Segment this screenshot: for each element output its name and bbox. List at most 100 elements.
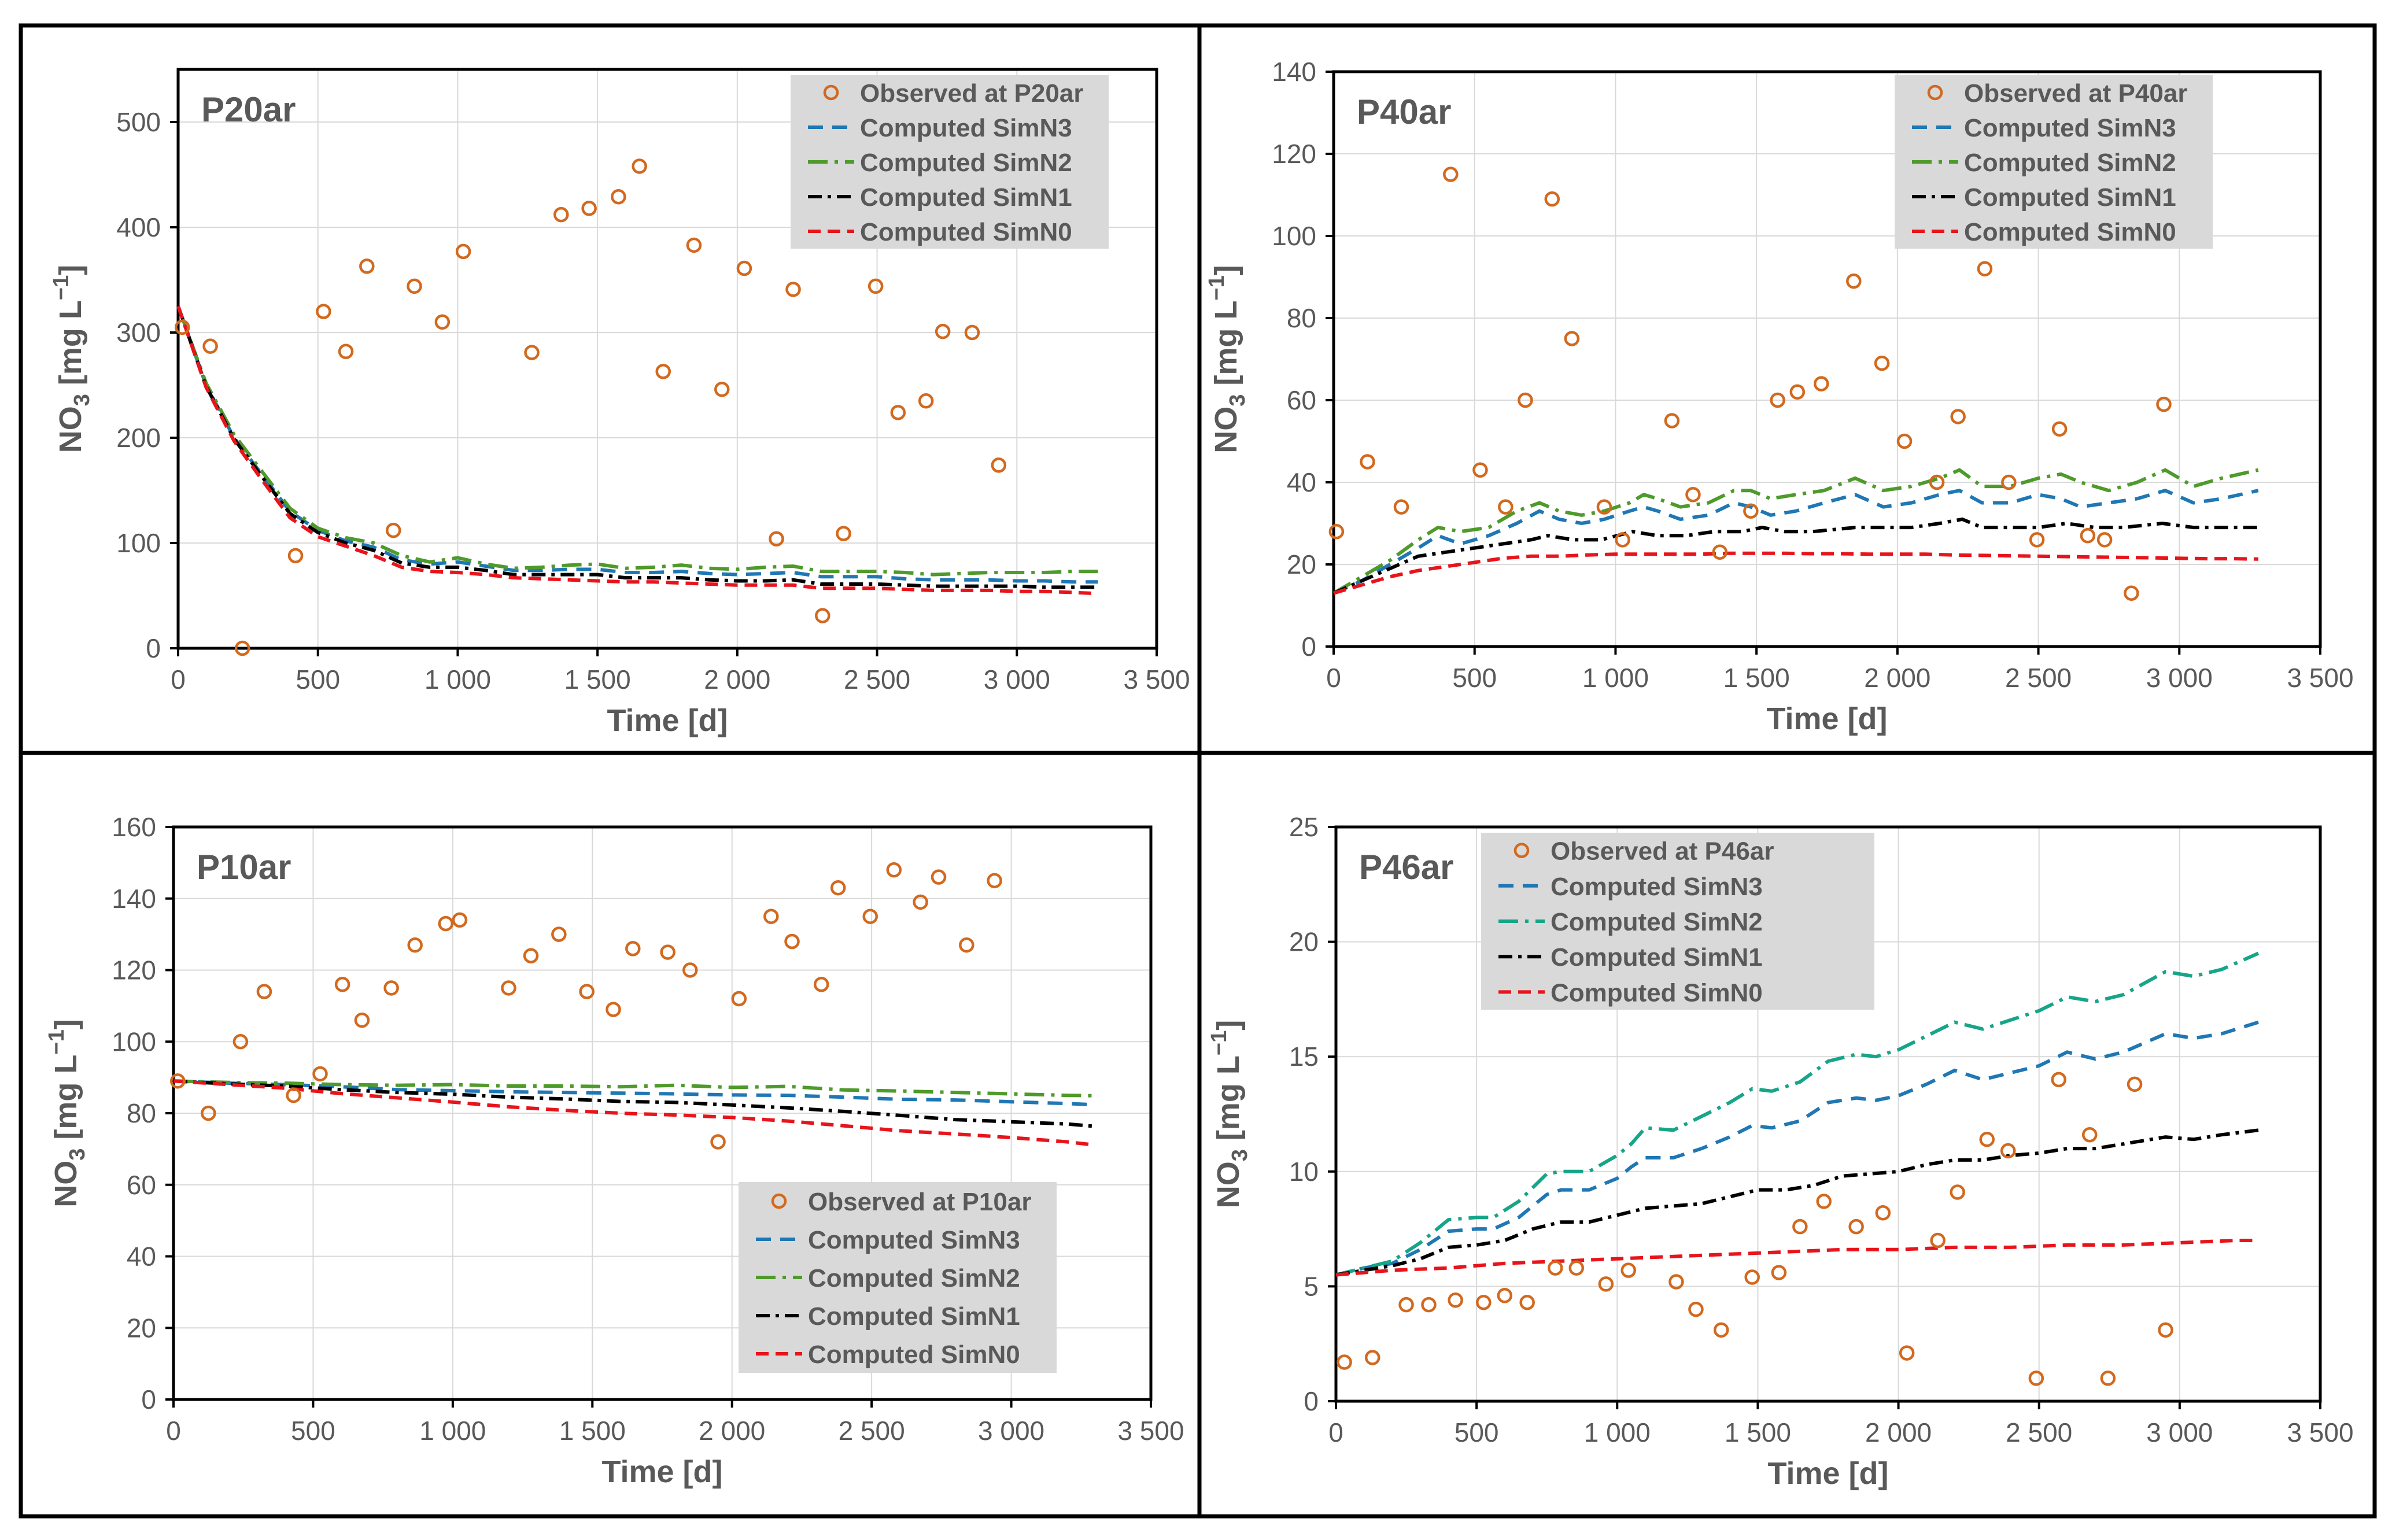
legend-entry: Computed SimN3	[1964, 114, 2176, 142]
y-tick-label: 20	[1289, 927, 1319, 957]
observed-point	[2080, 528, 2096, 544]
observed-point	[632, 158, 647, 174]
observed-point	[606, 1002, 621, 1017]
observed-point	[2001, 474, 2017, 490]
x-tick-label: 3 000	[978, 1416, 1044, 1446]
observed-point	[1664, 413, 1680, 429]
legend-entry: Observed at P10ar	[808, 1188, 1031, 1216]
observed-point	[991, 457, 1007, 473]
observed-point	[1568, 1260, 1585, 1276]
series-line-simN1	[1332, 517, 2258, 595]
x-tick-label: 0	[1326, 663, 1341, 693]
observed-point	[785, 282, 801, 297]
observed-point	[935, 323, 951, 339]
y-tick-label: 100	[112, 1026, 156, 1057]
observed-point	[1598, 1276, 1614, 1292]
x-axis-label: Time [d]	[1766, 701, 1887, 736]
legend-box	[1895, 75, 2213, 249]
observed-point	[359, 258, 375, 274]
observed-point	[169, 1073, 186, 1089]
observed-point	[1950, 1184, 1965, 1200]
observed-point	[286, 1087, 301, 1103]
observed-point	[1744, 1269, 1760, 1285]
y-axis-label: NO3 [mg L−1]	[49, 265, 94, 453]
x-tick-label: 1 000	[419, 1416, 486, 1446]
observed-point	[1789, 384, 1806, 400]
x-tick-label: 0	[1328, 1417, 1343, 1447]
observed-point	[553, 206, 569, 223]
observed-point	[815, 608, 830, 623]
observed-point	[434, 314, 451, 330]
x-tick-label: 3 500	[2287, 663, 2353, 693]
observed-point	[232, 1034, 249, 1050]
x-tick-label: 2 000	[1864, 663, 1930, 693]
legend-entry: Computed SimN1	[860, 183, 1072, 212]
legend-marker	[823, 84, 839, 101]
observed-point	[1792, 1218, 1808, 1235]
series-line-simN1	[1335, 1128, 2259, 1277]
series-line-simN0	[1333, 551, 2258, 595]
observed-point	[1875, 1205, 1891, 1221]
plot-area-border	[1332, 70, 2322, 648]
chart-panel-p10ar: 0 500 1 000 1 500 2 000 2 500 3 000 3 500 0 20 40 6…	[45, 812, 1184, 1489]
y-tick-label: 120	[112, 955, 156, 985]
x-tick-label: 500	[296, 664, 340, 695]
observed-point	[890, 405, 906, 420]
legend-entry: Computed SimN0	[1964, 218, 2176, 246]
y-tick-label: 15	[1289, 1042, 1319, 1072]
observed-point	[1713, 1322, 1729, 1338]
observed-point	[523, 948, 539, 963]
legend-box	[1481, 833, 1874, 1010]
legend-entry: Observed at P20ar	[860, 79, 1083, 108]
observed-point	[452, 912, 468, 928]
y-tick-label: 0	[146, 633, 161, 663]
x-tick-label: 2 500	[2006, 1417, 2072, 1447]
observed-point	[918, 393, 934, 409]
observed-point	[287, 548, 304, 564]
x-tick-label: 3 500	[1117, 1416, 1184, 1446]
y-tick-label: 20	[1287, 549, 1316, 579]
observed-point	[256, 984, 272, 999]
observed-point	[2096, 532, 2113, 548]
x-tick-label: 500	[1455, 1417, 1499, 1447]
observed-point	[714, 382, 730, 397]
x-tick-label: 1 500	[1725, 1417, 1791, 1447]
y-axis-label: NO3 [mg L−1]	[1207, 1020, 1252, 1208]
y-tick-label: 200	[116, 423, 161, 453]
observed-point	[385, 522, 401, 538]
observed-point	[611, 189, 626, 205]
legend-marker	[1513, 843, 1530, 858]
observed-point	[2124, 585, 2139, 601]
y-tick-label: 5	[1304, 1271, 1319, 1301]
observed-point	[1743, 503, 1759, 519]
series-line-simN0	[173, 1079, 1092, 1147]
x-tick-label: 0	[166, 1416, 181, 1446]
observed-point	[2051, 421, 2068, 437]
y-tick-label: 0	[1301, 631, 1316, 662]
observed-point	[334, 977, 350, 992]
observed-point	[234, 640, 250, 656]
legend-entry: Computed SimN3	[808, 1226, 1020, 1254]
y-tick-label: 300	[116, 317, 161, 348]
y-tick-label: 160	[112, 812, 156, 842]
observed-point	[660, 944, 675, 960]
observed-point	[438, 915, 454, 932]
legend-entry: Computed SimN2	[808, 1264, 1020, 1292]
observed-point	[1814, 376, 1829, 392]
observed-point	[2000, 1143, 2016, 1159]
observed-point	[1816, 1194, 1832, 1209]
observed-point	[383, 980, 399, 996]
series-line-simN0	[1335, 1239, 2258, 1277]
legend-box	[739, 1182, 1057, 1373]
legend-entry: Computed SimN3	[860, 114, 1072, 142]
observed-point	[1688, 1301, 1704, 1317]
observed-point	[407, 937, 423, 953]
observed-point	[2158, 1322, 2173, 1338]
observed-point	[202, 338, 218, 354]
observed-point	[964, 324, 980, 341]
observed-point	[1421, 1297, 1437, 1313]
observed-point	[1771, 1265, 1787, 1280]
observed-point	[1360, 454, 1375, 470]
observed-point	[1364, 1350, 1380, 1365]
observed-point	[862, 909, 878, 924]
